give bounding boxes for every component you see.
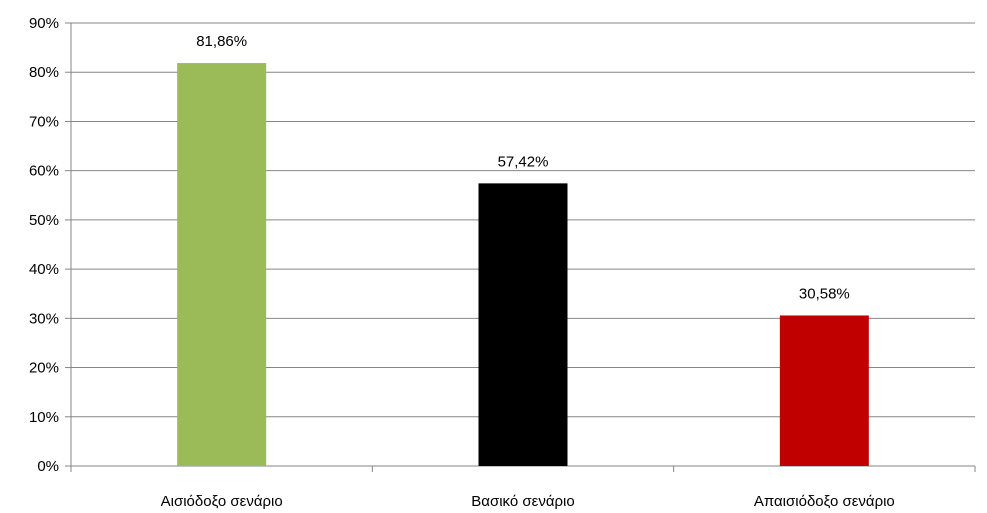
y-tick-label: 20%	[29, 360, 59, 377]
bars	[177, 63, 869, 466]
category-labels: Αισιόδοξο σενάριο Βασικό σενάριο Απαισιόδο…	[161, 493, 895, 510]
bar	[177, 63, 267, 466]
data-label: 81,86%	[196, 33, 247, 50]
y-tick-label: 10%	[29, 409, 59, 426]
data-label: 57,42%	[498, 153, 549, 170]
y-tick-label: 50%	[29, 212, 59, 229]
category-label: Απαισιόδοξο σενάριο	[754, 493, 895, 510]
y-tick-label: 30%	[29, 310, 59, 327]
y-tick-label: 90%	[29, 15, 59, 32]
category-label: Αισιόδοξο σενάριο	[161, 493, 283, 510]
category-label: Βασικό σενάριο	[471, 493, 574, 510]
bar	[779, 315, 869, 466]
y-tick-label: 0%	[37, 458, 59, 475]
y-tick-label: 70%	[29, 113, 59, 130]
y-tick-label: 40%	[29, 261, 59, 278]
data-labels: 81,86% 57,42% 30,58%	[196, 33, 850, 302]
y-tick-label: 60%	[29, 163, 59, 180]
y-tick-label: 80%	[29, 64, 59, 81]
data-label: 30,58%	[799, 285, 850, 302]
bar	[478, 183, 568, 466]
y-axis-ticks: 0% 10% 20% 30% 40% 50% 60% 70% 80% 90%	[29, 15, 71, 475]
